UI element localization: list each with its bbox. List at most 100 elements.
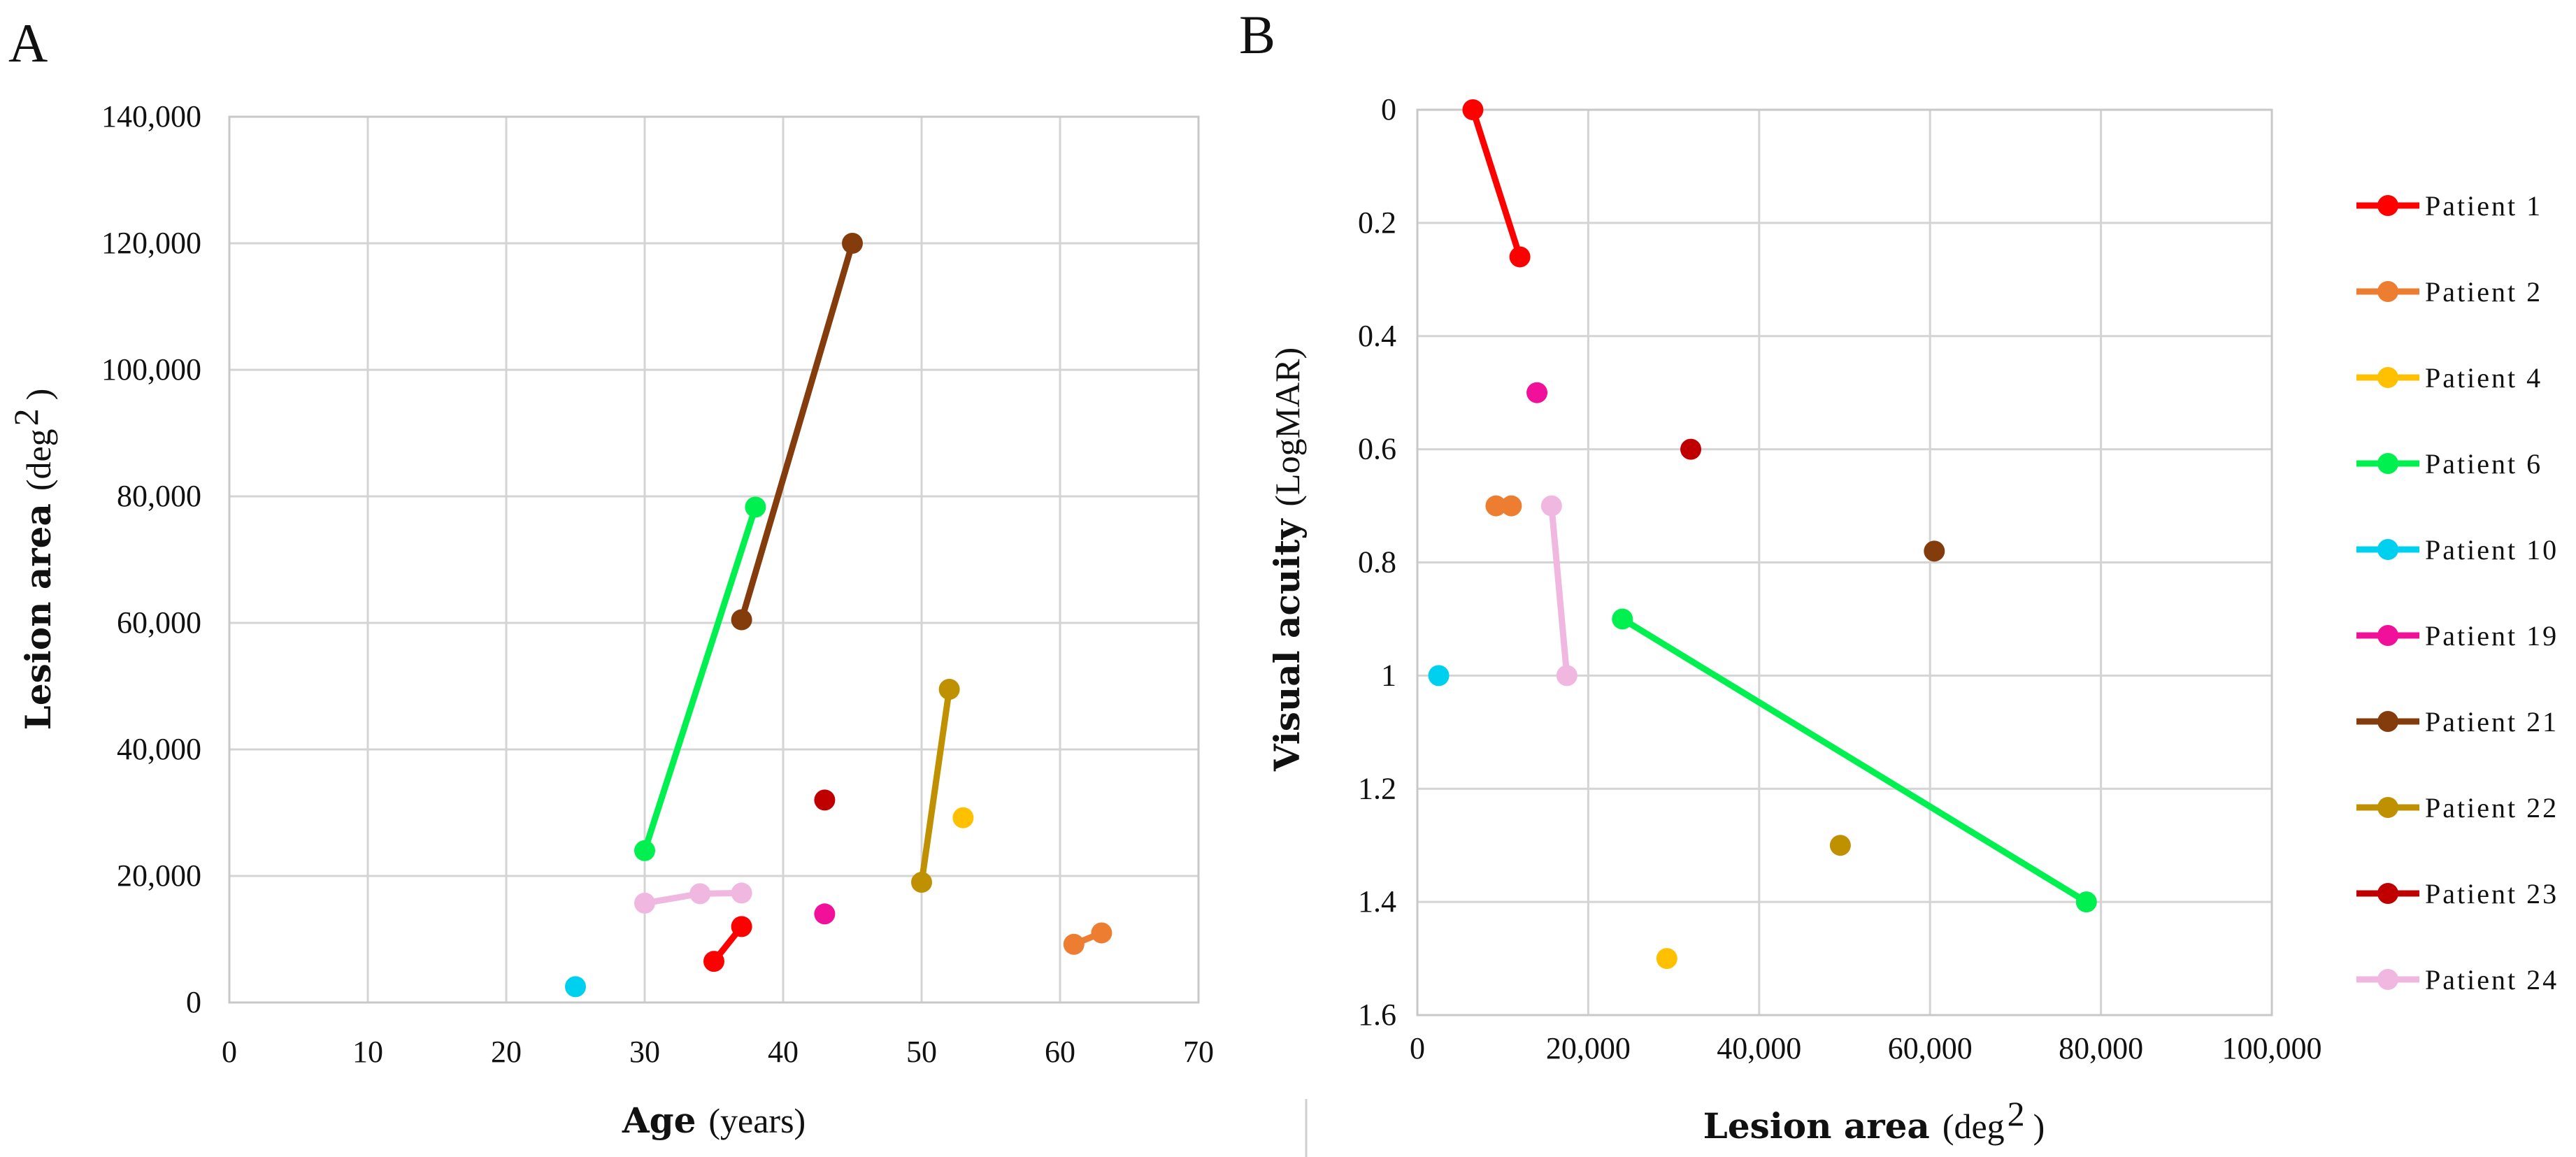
- panel-a-data-point-p6: [634, 840, 655, 861]
- panel-a-letter: A: [8, 13, 48, 73]
- panel-b-series-p24: [1540, 495, 1577, 687]
- legend-swatch-marker: [2377, 539, 2398, 560]
- legend-item-p10: Patient 10: [2356, 534, 2559, 566]
- panel-a-data-point-p24: [634, 892, 655, 914]
- legend-label: Patient 23: [2425, 878, 2559, 910]
- legend-label: Patient 21: [2425, 706, 2559, 738]
- panel-b-x-tick-label: 100,000: [2222, 1031, 2322, 1065]
- panel-a-data-point-p24: [731, 882, 752, 904]
- panel-b-data-point-p19: [1526, 382, 1548, 403]
- panel-b-data-point-p4: [1656, 948, 1677, 970]
- panel-a-y-axis-label-sup: 2: [6, 408, 45, 426]
- panel-b-y-axis-label: Visual acuity (LogMAR): [1266, 347, 1308, 772]
- panel-a-series-line-p6: [641, 503, 759, 854]
- legend-swatch-marker: [2377, 883, 2398, 904]
- panel-b-series-p6: [1612, 608, 2097, 913]
- panel-b-series-p10: [1428, 665, 1450, 687]
- panel-b-x-tick-label: 40,000: [1717, 1031, 1801, 1065]
- panel-a-x-tick-label: 70: [1183, 1035, 1214, 1069]
- panel-a-data-point-p23: [814, 789, 836, 811]
- panel-b-x-axis-label-bold: Lesion area: [1703, 1105, 1930, 1147]
- panel-b-x-tick-label: 80,000: [2059, 1031, 2143, 1065]
- panel-b-x-axis-label-sup: 2: [2008, 1094, 2025, 1133]
- panel-b-y-tick-label: 1.4: [1358, 884, 1396, 919]
- panel-a-chart: 0 20,000 40,000 60,000 80,000 100,000 120,000 1…: [6, 99, 1214, 1141]
- legend-label: Patient 1: [2425, 190, 2542, 222]
- panel-b-letter: B: [1239, 4, 1275, 65]
- panel-b-data-point-p1: [1509, 246, 1531, 268]
- panel-a-series-p1: [703, 916, 752, 972]
- panel-b-data-point-p23: [1680, 438, 1702, 460]
- panel-a-data-point-p4: [952, 807, 974, 828]
- panel-b-data-point-p21: [1924, 540, 1945, 562]
- panel-a-data-point-p2: [1091, 922, 1112, 944]
- panel-b-y-axis-label-bold: Visual acuity: [1266, 518, 1308, 772]
- legend-label: Patient 19: [2425, 620, 2559, 652]
- legend-swatch-marker: [2377, 711, 2398, 732]
- panel-a-series-p6: [634, 496, 766, 861]
- legend-swatch-marker: [2377, 195, 2398, 216]
- panel-a-data-point-p21: [731, 609, 752, 631]
- panel-a-y-tick-labels: 0 20,000 40,000 60,000 80,000 100,000 120,000 1…: [101, 99, 201, 1019]
- panel-b-series-line-p6: [1619, 615, 2090, 905]
- panel-b-data-point-p24: [1556, 665, 1577, 687]
- panel-b-x-tick-label: 20,000: [1546, 1031, 1631, 1065]
- panel-a-y-axis-label-close: ): [19, 389, 58, 401]
- panel-a-series-p4: [952, 807, 974, 828]
- legend-label: Patient 4: [2425, 362, 2542, 394]
- panel-a-series-p24: [634, 882, 752, 914]
- legend-item-p21: Patient 21: [2356, 706, 2559, 738]
- panel-b-y-tick-labels: 0 0.2 0.4 0.6 0.8 1 1.2 1.4 1.6: [1358, 92, 1396, 1032]
- panel-b-y-axis-label-unit: (LogMAR): [1268, 347, 1307, 507]
- panel-b-y-tick-label: 1: [1381, 658, 1396, 692]
- panel-b-y-tick-label: 0.2: [1358, 206, 1396, 240]
- panel-b-series-p19: [1526, 382, 1548, 403]
- panel-b-x-axis-label-unit: (deg: [1942, 1107, 2005, 1146]
- legend-swatch-marker: [2377, 367, 2398, 388]
- panel-b-x-tick-label: 60,000: [1888, 1031, 1973, 1065]
- panel-a-y-tick-label: 20,000: [117, 858, 201, 893]
- panel-a-x-tick-label: 30: [629, 1035, 660, 1069]
- panel-a-y-tick-label: 80,000: [117, 479, 201, 513]
- panel-b-series-p1: [1462, 99, 1531, 268]
- panel-a-x-axis-label: Age (years): [622, 1100, 806, 1141]
- panel-a-x-tick-label: 50: [906, 1035, 937, 1069]
- panel-a-y-tick-label: 40,000: [117, 732, 201, 766]
- panel-a-plot-frame: [228, 115, 1200, 1004]
- legend-swatch-marker: [2377, 969, 2398, 990]
- panel-b-data-point-p2: [1485, 495, 1507, 517]
- panel-a-y-axis-label: Lesion area (deg 2 ): [6, 389, 59, 731]
- legend-item-p19: Patient 19: [2356, 620, 2559, 652]
- panel-b-y-tick-label: 1.6: [1358, 998, 1396, 1032]
- legend-item-p2: Patient 2: [2356, 276, 2542, 308]
- panel-a-data-point-p22: [911, 872, 932, 893]
- legend-item-p4: Patient 4: [2356, 362, 2542, 394]
- panel-a-series-p10: [565, 976, 586, 998]
- panel-b-data-point-p24: [1540, 495, 1562, 517]
- panel-a-y-tick-label: 60,000: [117, 605, 201, 640]
- panel-b-y-tick-label: 1.2: [1358, 771, 1396, 805]
- panel-b-plot-frame: [1416, 108, 2273, 1016]
- legend-label: Patient 6: [2425, 448, 2542, 480]
- panel-b-data-point-p10: [1428, 665, 1450, 687]
- panel-b-y-tick-label: 0.8: [1358, 545, 1396, 580]
- legend-label: Patient 10: [2425, 534, 2559, 566]
- panel-a-x-tick-label: 60: [1045, 1035, 1075, 1069]
- panel-a-data-point-p22: [938, 679, 960, 700]
- panel-a-series: [565, 233, 1112, 998]
- panel-a-series-p22: [911, 679, 960, 893]
- panel-b-x-tick-label: 0: [1410, 1031, 1425, 1065]
- panel-a-x-tick-label: 0: [222, 1035, 237, 1069]
- panel-b-series-line-p1: [1469, 106, 1524, 260]
- panel-b-x-tick-labels: 0 20,000 40,000 60,000 80,000 100,000: [1410, 1031, 2322, 1065]
- panel-a-data-point-p10: [565, 976, 586, 998]
- legend-swatch-marker: [2377, 625, 2398, 646]
- legend-swatch-marker: [2377, 797, 2398, 818]
- legend-label: Patient 2: [2425, 276, 2542, 308]
- panel-b-data-point-p22: [1829, 835, 1851, 856]
- panel-b-series-line-p24: [1548, 503, 1570, 679]
- panel-b-series-p23: [1680, 438, 1702, 460]
- panel-b-data-point-p2: [1501, 495, 1522, 517]
